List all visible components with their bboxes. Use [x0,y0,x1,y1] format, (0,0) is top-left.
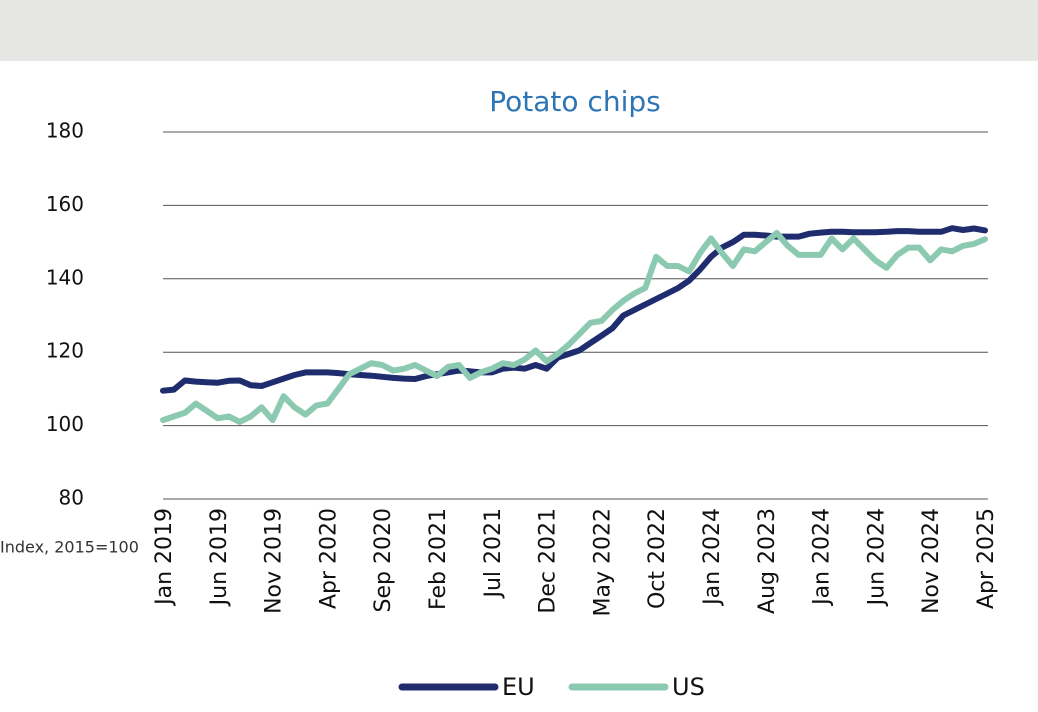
legend-label: US [672,673,705,701]
x-tick-label: Apr 2025 [974,508,999,609]
y-tick-label: 140 [46,265,84,289]
y-tick-label: 160 [46,192,84,216]
x-tick-label: Jul 2021 [481,508,506,600]
x-tick-label: Jan 2024 [810,508,835,607]
y-tick-label: 80 [59,486,84,510]
header-band [0,0,1038,61]
data-line [160,225,988,394]
x-tick-label: Jun 2019 [207,508,232,607]
x-tick-label: Jun 2024 [864,508,889,607]
x-tick-label: Jan 2019 [152,508,177,607]
x-tick-label: Oct 2022 [645,508,670,609]
x-tick-label: Dec 2021 [536,508,561,614]
x-tick-label: Feb 2021 [426,508,451,610]
legend-label: EU [502,673,535,701]
x-tick-label: May 2022 [590,508,615,616]
chart-title: Potato chips [489,85,660,118]
x-tick-label: Nov 2019 [262,508,287,614]
x-tick-label: Nov 2024 [919,508,944,614]
x-tick-label: Sep 2020 [371,508,396,612]
y-tick-label: 180 [46,119,84,143]
x-tick-label: Jan 2024 [700,508,725,607]
y-tick-label: 120 [46,339,84,363]
y-axis-label: Index, 2015=100 [0,538,139,557]
x-tick-label: Aug 2023 [755,508,780,614]
x-tick-label: Apr 2020 [316,508,341,609]
y-tick-label: 100 [46,412,84,436]
data-line [160,229,988,425]
